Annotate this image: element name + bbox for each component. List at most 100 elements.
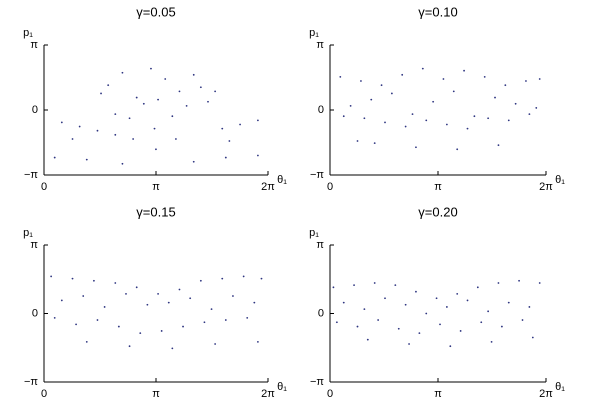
y-axis-label: p₁ xyxy=(309,27,319,39)
point xyxy=(121,71,124,74)
point xyxy=(528,113,531,116)
point xyxy=(500,325,503,328)
y-tick-label: 0 xyxy=(318,307,324,319)
point xyxy=(246,316,249,319)
panel-title: γ=0.10 xyxy=(418,4,457,19)
point xyxy=(242,275,245,278)
point xyxy=(463,69,465,72)
point xyxy=(150,67,152,70)
point xyxy=(85,340,88,343)
point xyxy=(525,80,527,82)
point xyxy=(224,156,227,159)
point xyxy=(114,282,117,284)
point xyxy=(342,115,345,118)
panel-title: γ=0.05 xyxy=(136,4,175,19)
x-tick-label: 2π xyxy=(261,181,275,193)
point xyxy=(335,321,338,324)
point xyxy=(50,275,53,278)
point xyxy=(53,156,56,159)
point xyxy=(494,96,496,99)
point xyxy=(232,295,234,297)
panel-title: γ=0.20 xyxy=(418,204,457,219)
point xyxy=(397,327,400,330)
point xyxy=(214,90,217,93)
point xyxy=(394,284,397,287)
point xyxy=(96,129,99,132)
point xyxy=(490,340,493,343)
point xyxy=(432,100,435,103)
point xyxy=(199,86,202,89)
point xyxy=(207,100,209,103)
point xyxy=(373,282,376,284)
x-tick-label: π xyxy=(434,388,442,400)
point xyxy=(107,84,110,87)
point xyxy=(214,343,217,345)
point xyxy=(363,308,366,311)
x-tick-label: 0 xyxy=(327,181,333,193)
y-tick-label: −π xyxy=(24,169,38,181)
point xyxy=(257,119,259,122)
point xyxy=(507,119,510,122)
point xyxy=(178,90,181,93)
point xyxy=(157,292,159,295)
point xyxy=(449,345,452,348)
point xyxy=(332,286,335,289)
point xyxy=(128,117,131,120)
x-tick-label: 2π xyxy=(261,388,275,400)
point xyxy=(390,92,393,95)
point xyxy=(189,297,192,300)
point xyxy=(483,75,486,78)
point xyxy=(504,84,507,87)
point xyxy=(380,84,383,87)
point xyxy=(445,123,448,126)
point xyxy=(135,286,138,289)
point xyxy=(456,292,459,295)
point xyxy=(538,282,541,284)
y-tick-label: π xyxy=(30,239,38,251)
point xyxy=(96,319,99,321)
y-tick-label: π xyxy=(316,239,324,251)
point xyxy=(507,301,510,304)
point xyxy=(100,92,102,95)
point xyxy=(167,301,170,304)
point xyxy=(160,330,163,332)
point xyxy=(221,127,224,130)
y-axis-label: p₁ xyxy=(309,227,319,239)
point xyxy=(528,306,531,308)
y-tick-label: 0 xyxy=(318,104,324,116)
point xyxy=(404,125,407,128)
point xyxy=(114,113,117,116)
point xyxy=(224,319,227,321)
point xyxy=(514,102,517,105)
point xyxy=(439,323,441,326)
y-axis-label: p₁ xyxy=(23,227,33,239)
point xyxy=(114,133,117,136)
point xyxy=(459,330,462,332)
point xyxy=(356,140,359,142)
x-tick-label: 2π xyxy=(539,388,553,400)
point xyxy=(221,277,224,280)
point xyxy=(538,78,541,80)
point xyxy=(445,306,448,308)
point xyxy=(339,75,342,78)
y-tick-label: −π xyxy=(310,376,324,388)
point xyxy=(157,98,159,101)
point xyxy=(466,299,469,302)
point xyxy=(139,332,142,335)
point xyxy=(71,138,74,140)
y-tick-label: π xyxy=(30,39,38,51)
x-tick-label: 0 xyxy=(41,181,47,193)
point xyxy=(442,78,445,80)
point xyxy=(171,347,174,350)
x-tick-label: π xyxy=(434,181,442,193)
point xyxy=(366,338,369,341)
point xyxy=(456,148,459,151)
point xyxy=(401,73,404,76)
point xyxy=(60,121,63,124)
point xyxy=(239,123,241,126)
point xyxy=(164,78,167,80)
point xyxy=(71,277,74,280)
point xyxy=(117,325,120,328)
point xyxy=(142,102,145,105)
